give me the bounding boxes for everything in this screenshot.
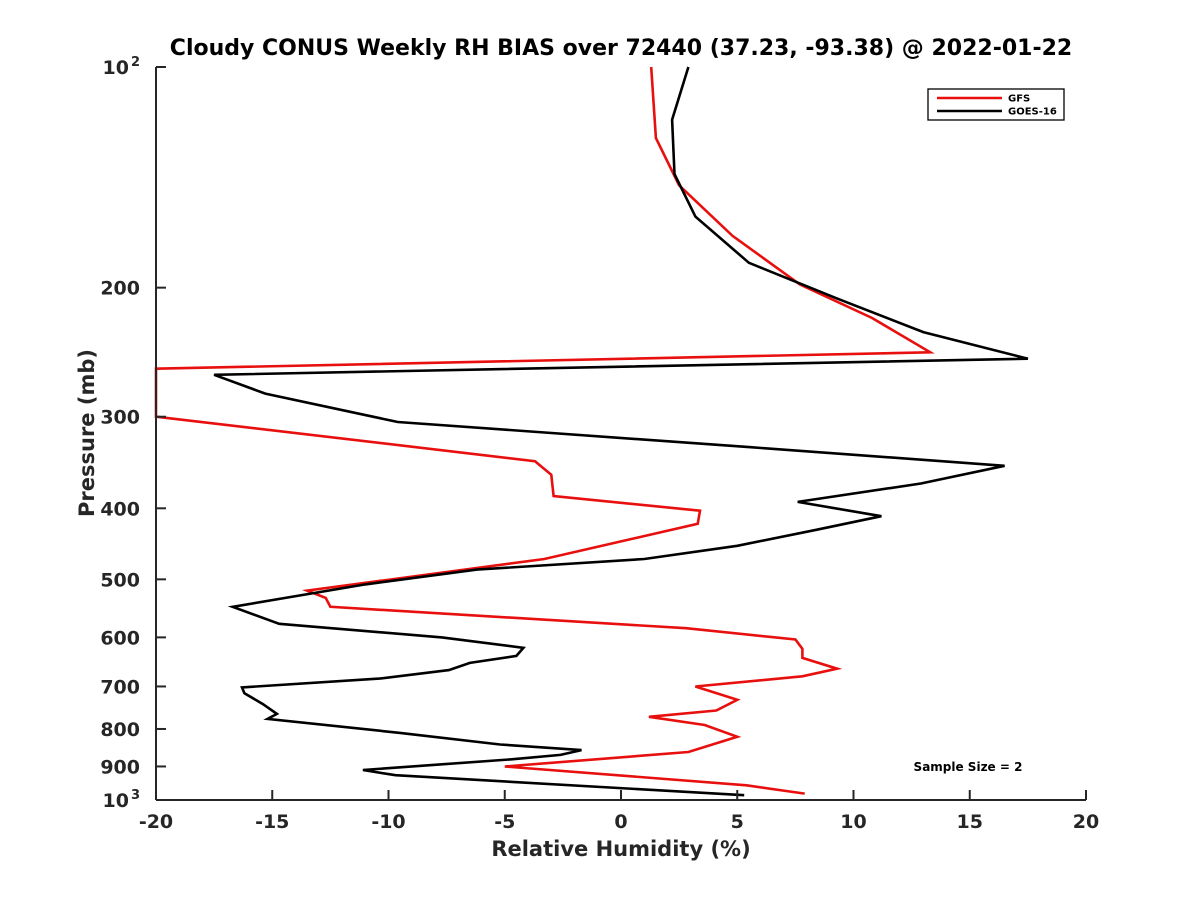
- chart-title: Cloudy CONUS Weekly RH BIAS over 72440 (…: [170, 36, 1072, 61]
- x-tick-label: -5: [494, 811, 515, 833]
- y-axis-label: Pressure (mb): [75, 349, 99, 517]
- legend-label-gfs: GFS: [1008, 94, 1030, 105]
- legend: GFS GOES-16: [928, 89, 1064, 120]
- chart: Cloudy CONUS Weekly RH BIAS over 72440 (…: [0, 0, 1200, 900]
- y-tick-label: 900: [100, 756, 140, 778]
- y-tick-label: 700: [100, 676, 140, 698]
- x-tick-label: 5: [731, 811, 744, 833]
- y-tick-label: 200: [100, 278, 140, 300]
- x-tick-label: -15: [255, 811, 289, 833]
- y-tick-label: 300: [100, 407, 140, 429]
- y-tick-label-exponent: 2: [131, 55, 140, 70]
- x-tick-label: -20: [139, 811, 173, 833]
- x-tick-label: -10: [371, 811, 405, 833]
- x-axis-label: Relative Humidity (%): [491, 837, 750, 861]
- sample-size-annotation: Sample Size = 2: [914, 760, 1023, 774]
- y-tick-label: 500: [100, 569, 140, 591]
- x-tick-label: 15: [957, 811, 983, 833]
- legend-label-goes-16: GOES-16: [1008, 107, 1057, 118]
- y-tick-label: 10 3: [103, 788, 141, 812]
- y-tick-label-exponent: 3: [131, 788, 140, 803]
- y-tick-label-base: 10: [103, 790, 129, 812]
- y-tick-label: 600: [100, 627, 140, 649]
- y-tick-label: 800: [100, 719, 140, 741]
- x-tick-label: 20: [1073, 811, 1099, 833]
- x-tick-label: 10: [840, 811, 866, 833]
- y-tick-label-base: 10: [103, 57, 129, 79]
- x-tick-label: 0: [614, 811, 627, 833]
- y-tick-label: 400: [100, 498, 140, 520]
- y-tick-label: 10 2: [103, 55, 141, 79]
